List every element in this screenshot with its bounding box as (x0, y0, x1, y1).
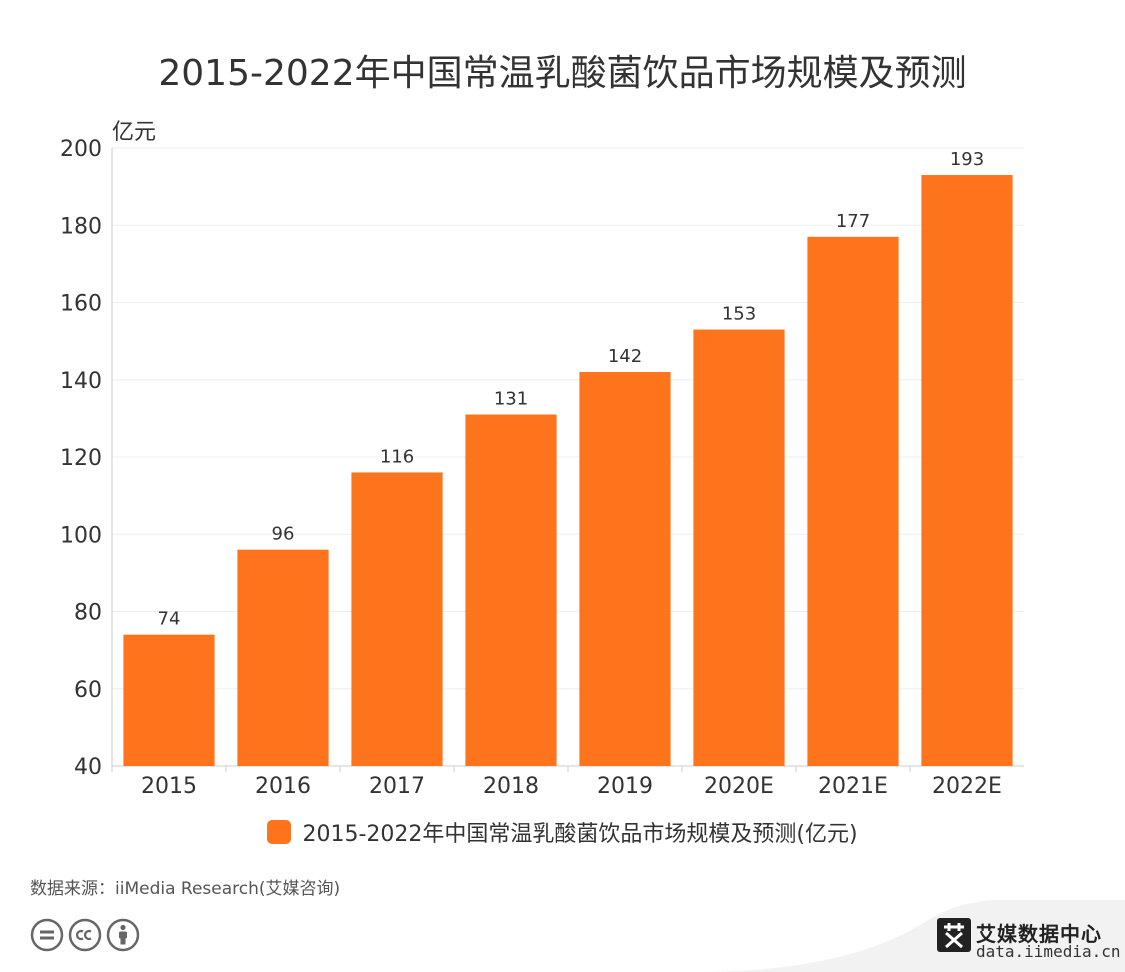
data-label: 177 (836, 211, 870, 232)
bar (921, 175, 1013, 767)
bar (237, 549, 329, 766)
y-axis-ticks: 40 60 80 100 120 140 160 180 200 (60, 137, 102, 780)
license-icons (30, 918, 140, 952)
x-tick-label: 2016 (255, 774, 311, 799)
legend[interactable]: 2015-2022年中国常温乳酸菌饮品市场规模及预测(亿元) (0, 816, 1125, 848)
cc-by-person-icon (106, 918, 140, 952)
data-label: 96 (272, 524, 295, 545)
bar (123, 634, 215, 766)
y-tick-label: 160 (60, 292, 102, 317)
data-label: 131 (494, 389, 528, 410)
bar (465, 414, 557, 766)
y-tick-label: 180 (60, 214, 102, 239)
data-label: 74 (158, 609, 181, 630)
y-tick-label: 120 (60, 446, 102, 471)
cc-equal-icon (30, 918, 64, 952)
legend-swatch (267, 820, 292, 844)
brand-banner (695, 900, 1125, 972)
x-tick-label: 2022E (932, 774, 1002, 799)
legend-label: 2015-2022年中国常温乳酸菌饮品市场规模及预测(亿元) (302, 822, 858, 847)
data-label: 142 (608, 346, 642, 367)
y-tick-label: 200 (60, 137, 102, 162)
bar (807, 236, 899, 766)
x-tick-label: 2020E (704, 774, 774, 799)
x-tick-label: 2017 (369, 774, 425, 799)
bar (351, 472, 443, 766)
bar (579, 372, 671, 766)
bar (693, 329, 785, 766)
brand-name: 艾媒数据中心 (976, 922, 1102, 946)
y-tick-label: 60 (74, 678, 102, 703)
y-tick-label: 80 (74, 601, 102, 626)
data-labels: 74 96 116 131 142 153 177 193 (158, 149, 985, 630)
y-tick-label: 40 (74, 755, 102, 780)
data-label: 116 (380, 446, 414, 467)
x-tick-label: 2019 (597, 774, 653, 799)
x-tick-label: 2015 (141, 774, 197, 799)
y-tick-label: 140 (60, 369, 102, 394)
x-tick-label: 2018 (483, 774, 539, 799)
x-axis-ticks: 2015 2016 2017 2018 2019 2020E 2021E 2022E (111, 766, 1002, 799)
iimedia-logo-icon (937, 918, 971, 952)
brand-url: data.iimedia.cn (976, 942, 1121, 961)
cc-logo-icon (68, 918, 102, 952)
data-label: 193 (950, 149, 984, 170)
bars (123, 175, 1013, 767)
y-axis-unit: 亿元 (112, 120, 157, 145)
source-note: 数据来源：iiMedia Research(艾媒咨询) (30, 879, 341, 899)
data-label: 153 (722, 304, 756, 325)
chart-title: 2015-2022年中国常温乳酸菌饮品市场规模及预测 (158, 53, 967, 94)
y-tick-label: 100 (60, 523, 102, 548)
x-tick-label: 2021E (818, 774, 888, 799)
